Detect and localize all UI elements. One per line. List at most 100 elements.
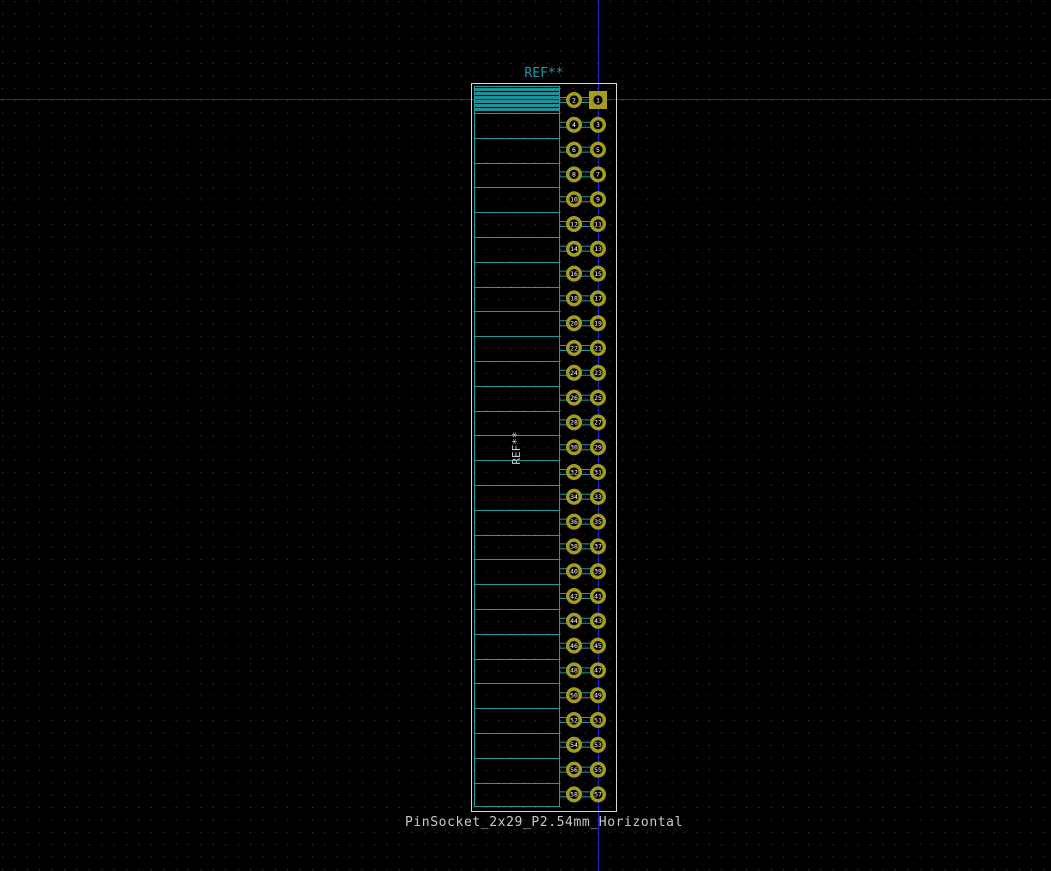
pad-50[interactable]: 50 [566, 687, 582, 704]
pad-drill-hole [593, 715, 603, 725]
pad-26[interactable]: 26 [566, 389, 582, 406]
pad-34[interactable]: 34 [566, 488, 582, 505]
pad-13[interactable]: 13 [590, 240, 606, 257]
pad-20[interactable]: 20 [566, 315, 582, 332]
pad-53[interactable]: 53 [590, 736, 606, 753]
pad-52[interactable]: 52 [566, 712, 582, 728]
pad-drill-hole [569, 219, 579, 229]
pad-11[interactable]: 11 [590, 216, 606, 232]
pin1-marker-stripe [475, 104, 559, 107]
pad-drill-hole [593, 442, 603, 452]
pad-3[interactable]: 3 [590, 116, 606, 133]
pad-5[interactable]: 5 [590, 141, 606, 158]
pad-number: 31 [594, 468, 602, 476]
pad-number: 25 [594, 394, 602, 402]
pad-number: 43 [594, 617, 602, 625]
pad-25[interactable]: 25 [590, 389, 606, 406]
pad-36[interactable]: 36 [566, 513, 582, 530]
pad-48[interactable]: 48 [566, 662, 582, 679]
fab-body-outline [474, 86, 560, 807]
pad-23[interactable]: 23 [590, 364, 606, 381]
pad-number: 54 [570, 741, 578, 749]
pad-number: 13 [594, 245, 602, 253]
pad-58[interactable]: 58 [566, 786, 582, 803]
pad-45[interactable]: 45 [590, 637, 606, 654]
pad-33[interactable]: 33 [590, 488, 606, 505]
pad-15[interactable]: 15 [590, 265, 606, 282]
pad-7[interactable]: 7 [590, 166, 606, 183]
pad-6[interactable]: 6 [566, 141, 582, 158]
pad-drill-hole [569, 765, 579, 775]
pad-38[interactable]: 38 [566, 538, 582, 555]
pad-number: 2 [572, 96, 576, 104]
pad-21[interactable]: 21 [590, 340, 606, 356]
pad-16[interactable]: 16 [566, 265, 582, 282]
pad-55[interactable]: 55 [590, 761, 606, 778]
pad-35[interactable]: 35 [590, 513, 606, 530]
pad-41[interactable]: 41 [590, 588, 606, 604]
pad-30[interactable]: 30 [566, 439, 582, 456]
pad-number: 50 [570, 692, 578, 700]
pad-31[interactable]: 31 [590, 464, 606, 480]
pad-number: 39 [594, 568, 602, 576]
pin1-marker-stripe [475, 88, 559, 91]
pad-40[interactable]: 40 [566, 563, 582, 580]
pad-56[interactable]: 56 [566, 761, 582, 778]
pad-number: 10 [570, 196, 578, 204]
pad-42[interactable]: 42 [566, 588, 582, 604]
pad-drill-hole [593, 120, 603, 130]
pad-17[interactable]: 17 [590, 290, 606, 307]
pad-22[interactable]: 22 [566, 340, 582, 356]
pad-drill-hole [593, 393, 603, 403]
pad-number: 32 [570, 468, 578, 476]
pad-number: 14 [570, 245, 578, 253]
reference-designator-fab[interactable]: REF** [510, 431, 523, 464]
pad-47[interactable]: 47 [590, 662, 606, 679]
pad-drill-hole [593, 591, 603, 601]
pad-drill-hole [593, 293, 603, 303]
pad-1[interactable]: 1 [589, 91, 607, 109]
pad-39[interactable]: 39 [590, 563, 606, 580]
pad-number: 44 [570, 617, 578, 625]
pad-10[interactable]: 10 [566, 191, 582, 208]
pad-number: 20 [570, 320, 578, 328]
pad-drill-hole [593, 740, 603, 750]
pad-43[interactable]: 43 [590, 612, 606, 629]
pad-12[interactable]: 12 [566, 216, 582, 232]
pad-29[interactable]: 29 [590, 439, 606, 456]
pad-37[interactable]: 37 [590, 538, 606, 555]
pin1-marker-fill [475, 88, 559, 111]
reference-designator-top[interactable]: REF** [524, 66, 563, 81]
pad-19[interactable]: 19 [590, 315, 606, 332]
pad-number: 28 [570, 419, 578, 427]
pad-drill-hole [593, 318, 603, 328]
pad-drill-hole [593, 368, 603, 378]
pad-drill-hole [569, 616, 579, 626]
pad-number: 55 [594, 766, 602, 774]
pad-14[interactable]: 14 [566, 240, 582, 257]
pad-32[interactable]: 32 [566, 464, 582, 480]
pad-57[interactable]: 57 [590, 786, 606, 803]
pad-54[interactable]: 54 [566, 736, 582, 753]
pad-number: 41 [594, 592, 602, 600]
pad-18[interactable]: 18 [566, 290, 582, 307]
pad-number: 36 [570, 518, 578, 526]
pad-4[interactable]: 4 [566, 116, 582, 133]
footprint-value-label[interactable]: PinSocket_2x29_P2.54mm_Horizontal [405, 815, 683, 830]
pad-number: 45 [594, 642, 602, 650]
pad-27[interactable]: 27 [590, 414, 606, 431]
pad-drill-hole [569, 318, 579, 328]
pad-28[interactable]: 28 [566, 414, 582, 431]
pad-51[interactable]: 51 [590, 712, 606, 728]
pad-44[interactable]: 44 [566, 612, 582, 629]
pad-drill-hole [593, 690, 603, 700]
pad-49[interactable]: 49 [590, 687, 606, 704]
pad-24[interactable]: 24 [566, 364, 582, 381]
pad-2[interactable]: 2 [566, 92, 582, 108]
pad-8[interactable]: 8 [566, 166, 582, 183]
pad-9[interactable]: 9 [590, 191, 606, 208]
pad-46[interactable]: 46 [566, 637, 582, 654]
